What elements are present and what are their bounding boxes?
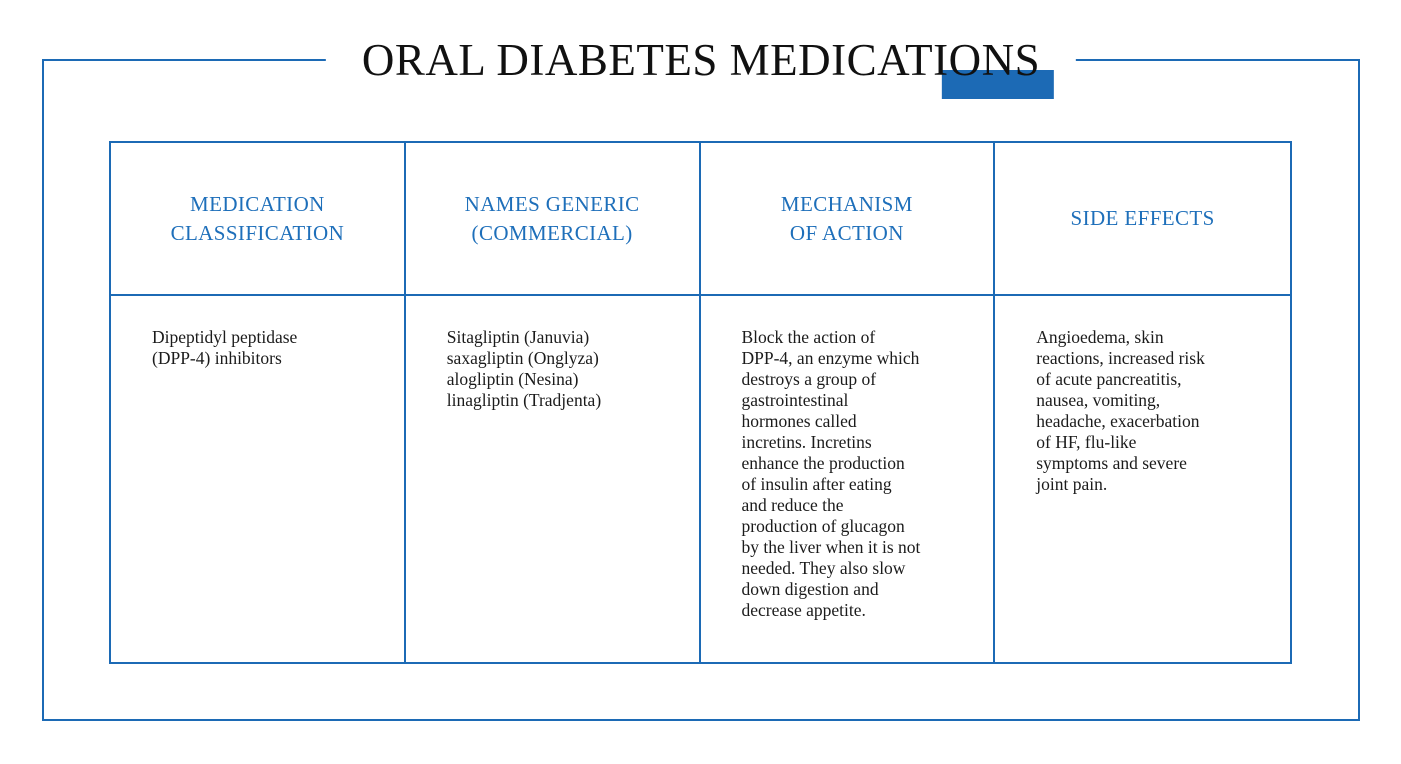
- column-header-names-generic-commercial: NAMES GENERIC (COMMERCIAL): [405, 143, 701, 296]
- page-title: ORAL DIABETES MEDICATIONS: [325, 34, 1077, 99]
- medications-table: MEDICATION CLASSIFICATION NAMES GENERIC …: [109, 141, 1292, 664]
- cell-medication-classification: Dipeptidyl peptidase (DPP-4) inhibitors: [111, 296, 406, 662]
- column-header-side-effects: SIDE EFFECTS: [995, 143, 1290, 296]
- cell-names-generic-commercial: Sitagliptin (Januvia) saxagliptin (Ongly…: [406, 296, 701, 662]
- title-highlight-rect: [942, 70, 1055, 99]
- cell-side-effects: Angioedema, skin reactions, increased ri…: [1036, 327, 1205, 494]
- column-header-medication-classification: MEDICATION CLASSIFICATION: [111, 143, 406, 296]
- cell-mechanism-of-action: Block the action of DPP-4, an enzyme whi…: [701, 296, 996, 662]
- column-header-mechanism-of-action: MECHANISM OF ACTION: [700, 143, 996, 296]
- page-title-text: ORAL DIABETES MEDICATIONS: [361, 35, 1041, 85]
